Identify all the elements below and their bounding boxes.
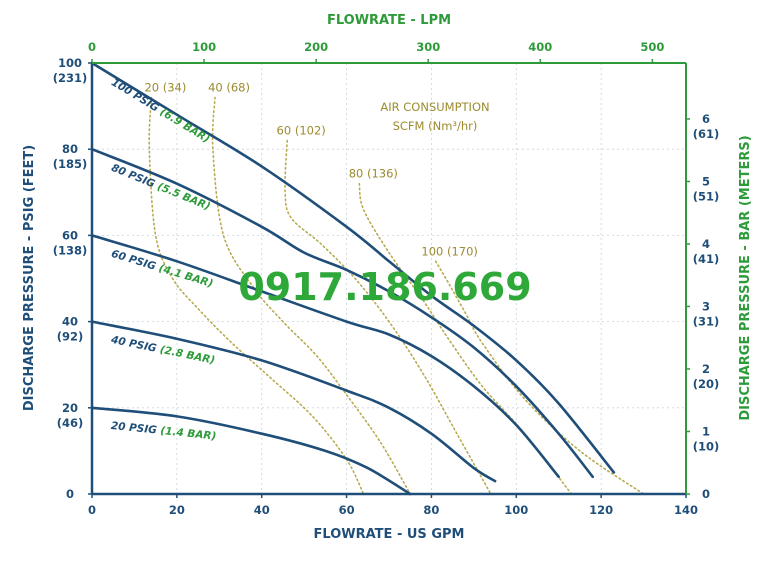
air-consumption-title: AIR CONSUMPTION [380, 100, 489, 114]
y-tick-label: 100 [58, 56, 82, 70]
y2-tick-sublabel: (31) [693, 314, 720, 328]
pressure-curve [90, 406, 412, 496]
x-tick-label: 0 [88, 503, 96, 517]
y-tick-label: 40 [62, 315, 78, 329]
phone-watermark: 0917.186.669 [238, 265, 531, 309]
y-tick-sublabel: (138) [53, 243, 88, 257]
y2-tick-sublabel: (10) [693, 439, 720, 453]
y-axis-title: DISCHARGE PRESSURE - PSIG (FEET) [22, 145, 37, 411]
pressure-curve-label: 20 PSIG (1.4 BAR) [110, 420, 216, 443]
x2-tick-label: 100 [192, 40, 216, 54]
air-curve-label: 20 (34) [144, 80, 186, 94]
y2-tick-label: 3 [702, 299, 710, 313]
air-consumption-units: SCFM (Nm³/hr) [393, 119, 478, 133]
x-tick-label: 40 [254, 503, 270, 517]
pressure-label-psig: 20 PSIG [110, 420, 161, 437]
y-tick-label: 80 [62, 142, 78, 156]
pressure-curve-label: 40 PSIG (2.8 BAR) [109, 334, 216, 367]
pressure-label-bar: (4.1 BAR) [157, 262, 214, 290]
axes [90, 62, 687, 496]
pressure-curve [90, 234, 560, 479]
y-tick-label: 20 [62, 401, 78, 415]
x2-tick-label: 300 [416, 40, 440, 54]
pressure-curve [90, 320, 497, 483]
x-tick-label: 60 [339, 503, 355, 517]
pressure-curves [90, 61, 616, 496]
air-curve-label: 60 (102) [277, 124, 326, 138]
y2-tick-label: 6 [702, 112, 710, 126]
pressure-label-bar: (1.4 BAR) [160, 425, 217, 443]
pressure-curve [90, 61, 616, 474]
air-curve [284, 139, 492, 495]
pressure-label-psig: 40 PSIG [109, 334, 161, 356]
y2-tick-label: 4 [702, 237, 710, 251]
x2-tick-label: 0 [88, 40, 96, 54]
air-curve [434, 260, 645, 495]
pressure-label-psig: 60 PSIG [110, 248, 161, 274]
x-tick-label: 140 [674, 503, 698, 517]
y2-tick-label: 1 [702, 424, 710, 438]
pressure-curve-label: 80 PSIG (5.5 BAR) [109, 162, 212, 213]
y2-tick-sublabel: (51) [693, 189, 720, 203]
x2-tick-label: 200 [304, 40, 328, 54]
pressure-label-bar: (6.9 BAR) [158, 106, 212, 145]
x-axis-title: FLOWRATE - US GPM [314, 527, 465, 542]
y-tick-sublabel: (92) [57, 330, 84, 344]
x2-tick-label: 500 [640, 40, 664, 54]
x-tick-label: 100 [504, 503, 528, 517]
air-curve [211, 96, 411, 495]
air-curve-label: 100 (170) [421, 244, 478, 258]
y2-tick-sublabel: (61) [693, 127, 720, 141]
y2-tick-label: 0 [702, 487, 710, 501]
y-tick-label: 60 [62, 228, 78, 242]
x-tick-label: 80 [423, 503, 439, 517]
y-tick-label: 0 [66, 487, 74, 501]
air-curve-label: 40 (68) [208, 80, 250, 94]
y-tick-sublabel: (231) [53, 71, 88, 85]
y2-axis-title: DISCHARGE PRESSURE - BAR (METERS) [738, 135, 753, 420]
y2-tick-sublabel: (20) [693, 377, 720, 391]
y-tick-sublabel: (185) [53, 157, 88, 171]
y2-tick-sublabel: (41) [693, 252, 720, 266]
x2-tick-label: 400 [528, 40, 552, 54]
y2-tick-label: 2 [702, 362, 710, 376]
x-tick-label: 20 [169, 503, 185, 517]
pressure-curve [90, 147, 594, 479]
x-tick-label: 120 [589, 503, 613, 517]
y2-tick-label: 5 [702, 174, 710, 188]
y-tick-sublabel: (46) [57, 416, 84, 430]
air-curve-label: 80 (136) [349, 167, 398, 181]
x2-axis-title: FLOWRATE - LPM [327, 13, 451, 28]
